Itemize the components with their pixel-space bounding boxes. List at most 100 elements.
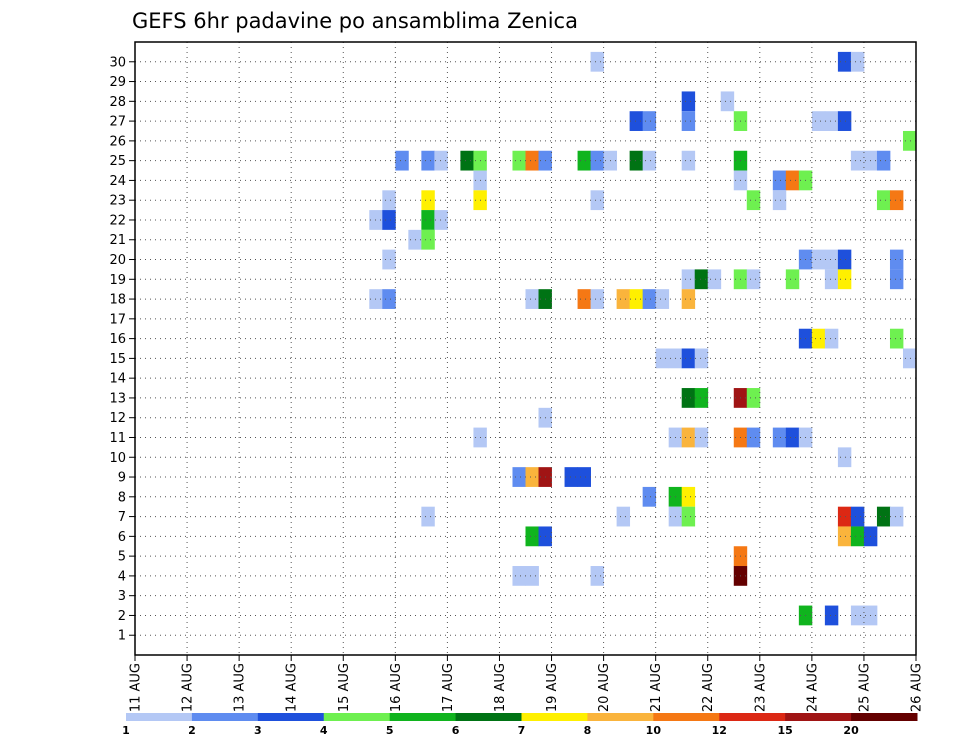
- y-tick-label: 7: [118, 510, 126, 525]
- legend-swatch: [851, 713, 918, 721]
- heatmap-cell: [525, 289, 539, 309]
- heatmap-cell: [694, 427, 709, 448]
- y-tick-label: 22: [109, 213, 126, 228]
- heatmap-cell: [421, 210, 435, 230]
- heatmap-cell: [525, 467, 539, 487]
- y-tick-label: 18: [109, 293, 126, 308]
- y-tick-label: 24: [109, 174, 126, 189]
- heatmap-cell: [824, 111, 839, 131]
- legend-swatch: [191, 713, 259, 721]
- heatmap-cell: [707, 269, 722, 290]
- heatmap-cell: [525, 150, 539, 171]
- heatmap-cell: [824, 328, 839, 349]
- heatmap-cells: [369, 51, 917, 626]
- heatmap-cell: [889, 190, 904, 211]
- heatmap-cell: [382, 249, 396, 270]
- x-tick-label: 18 AUG: [493, 663, 508, 712]
- legend-label: 10: [646, 724, 662, 737]
- heatmap-cell: [629, 111, 644, 131]
- heatmap-cell: [434, 210, 448, 230]
- heatmap-cell: [824, 269, 839, 290]
- y-tick-label: 6: [118, 530, 126, 545]
- x-tick-label: 15 AUG: [337, 663, 352, 712]
- heatmap-cell: [785, 170, 800, 191]
- color-legend: 1 2 3 4 5 6 7 8 10 12 15 20: [122, 713, 918, 737]
- heatmap-cell: [642, 111, 657, 131]
- x-tick-label: 20 AUG: [597, 663, 612, 712]
- heatmap-cell: [382, 190, 396, 211]
- heatmap-cell: [772, 170, 787, 191]
- heatmap-cell: [421, 190, 435, 211]
- y-tick-label: 29: [109, 75, 126, 90]
- heatmap-cell: [746, 269, 761, 290]
- heatmap-cell: [720, 91, 735, 112]
- legend-swatch: [521, 713, 588, 721]
- heatmap-cell: [382, 289, 396, 309]
- heatmap-cell: [590, 190, 604, 211]
- heatmap-cell: [837, 51, 852, 72]
- heatmap-cell: [681, 269, 696, 290]
- x-axis: 11 AUG 12 AUG 13 AUG 14 AUG 15 AUG 16 AUG 17 A…: [129, 655, 925, 712]
- y-tick-label: 3: [118, 589, 126, 604]
- heatmap-cell: [850, 51, 865, 72]
- y-tick-label: 9: [118, 471, 126, 486]
- x-tick-label: 22 AUG: [701, 663, 716, 712]
- y-tick-label: 26: [109, 134, 126, 149]
- heatmap-cell: [837, 526, 852, 547]
- heatmap-cell: [525, 526, 539, 547]
- heatmap-cell: [785, 269, 800, 290]
- heatmap-cell: [902, 348, 917, 369]
- heatmap-cell: [837, 249, 852, 270]
- heatmap-cell: [681, 486, 696, 507]
- heatmap-cell: [590, 51, 604, 72]
- x-tick-label: 24 AUG: [805, 663, 820, 712]
- heatmap-cell: [369, 210, 383, 230]
- heatmap-cell: [889, 328, 904, 349]
- y-tick-label: 4: [118, 569, 126, 584]
- heatmap-cell: [694, 348, 709, 369]
- y-tick-label: 30: [109, 55, 126, 70]
- heatmap-cell: [421, 150, 435, 171]
- x-tick-label: 23 AUG: [753, 663, 768, 712]
- heatmap-cell: [655, 348, 670, 369]
- heatmap-cell: [785, 427, 800, 448]
- heatmap-cell: [512, 467, 526, 487]
- heatmap-cell: [876, 506, 891, 527]
- y-tick-label: 2: [118, 609, 126, 624]
- heatmap-cell: [629, 289, 644, 309]
- heatmap-cell: [694, 388, 709, 408]
- heatmap-cell: [629, 150, 644, 171]
- legend-swatch: [126, 713, 193, 721]
- heatmap-cell: [681, 348, 696, 369]
- x-tick-label: 26 AUG: [910, 663, 925, 712]
- x-tick-label: 14 AUG: [285, 663, 300, 712]
- y-tick-label: 5: [118, 550, 126, 565]
- legend-label: 1: [122, 724, 130, 737]
- legend-swatch: [719, 713, 786, 721]
- heatmap-cell: [850, 605, 865, 626]
- legend-label: 7: [518, 724, 526, 737]
- legend-swatch: [653, 713, 720, 721]
- x-tick-label: 25 AUG: [857, 663, 872, 712]
- legend-label: 6: [452, 724, 460, 737]
- heatmap-cell: [837, 269, 852, 290]
- heatmap-cell: [694, 269, 709, 290]
- x-tick-label: 17 AUG: [441, 663, 456, 712]
- legend-swatch: [389, 713, 457, 721]
- y-tick-label: 13: [109, 391, 126, 406]
- heatmap-cell: [889, 506, 904, 527]
- heatmap-cell: [434, 150, 448, 171]
- y-tick-label: 28: [109, 95, 126, 110]
- heatmap-cell: [889, 269, 904, 290]
- heatmap-cell: [395, 150, 409, 171]
- heatmap-cell: [616, 289, 631, 309]
- heatmap-cell: [824, 605, 839, 626]
- heatmap-cell: [837, 447, 852, 468]
- heatmap-cell: [746, 388, 761, 408]
- legend-label: 2: [188, 724, 196, 737]
- heatmap-cell: [525, 566, 539, 586]
- x-tick-label: 12 AUG: [181, 663, 196, 712]
- heatmap-cell: [772, 190, 787, 211]
- heatmap-cell: [811, 249, 826, 270]
